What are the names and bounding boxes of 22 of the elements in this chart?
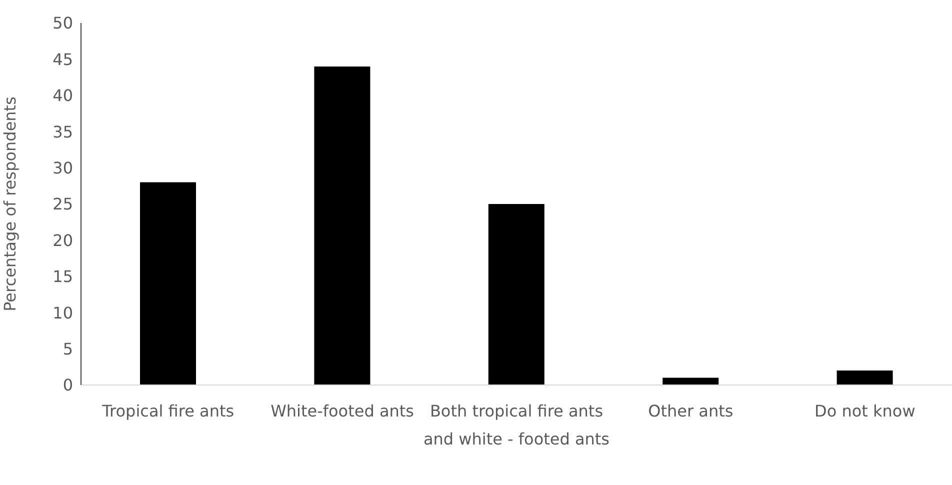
y-tick-label: 10 bbox=[52, 303, 73, 322]
y-tick-label: 5 bbox=[62, 339, 73, 358]
bar bbox=[836, 370, 893, 385]
bar bbox=[662, 378, 719, 385]
y-tick-label: 15 bbox=[52, 267, 73, 286]
x-tick-label: Tropical fire ants bbox=[101, 401, 234, 420]
x-tick-label: Do not know bbox=[814, 401, 916, 420]
x-tick-label: White-footed ants bbox=[270, 401, 414, 420]
y-tick-label: 35 bbox=[52, 122, 73, 142]
bar bbox=[314, 66, 370, 385]
y-tick-label: 45 bbox=[52, 50, 73, 69]
x-tick-label: Other ants bbox=[648, 401, 734, 420]
x-tick-label: Both tropical fire ants and white - footed ants bbox=[423, 401, 610, 448]
bar bbox=[140, 182, 196, 385]
y-tick-label: 40 bbox=[52, 86, 73, 106]
y-tick-label: 50 bbox=[52, 14, 73, 33]
y-tick-label: 0 bbox=[62, 376, 73, 395]
y-tick-label: 30 bbox=[52, 158, 73, 178]
y-axis-title: Percentage of respondents bbox=[0, 96, 20, 312]
y-tick-label: 20 bbox=[52, 230, 73, 250]
y-tick-label: 25 bbox=[52, 194, 73, 214]
bar bbox=[488, 204, 544, 385]
